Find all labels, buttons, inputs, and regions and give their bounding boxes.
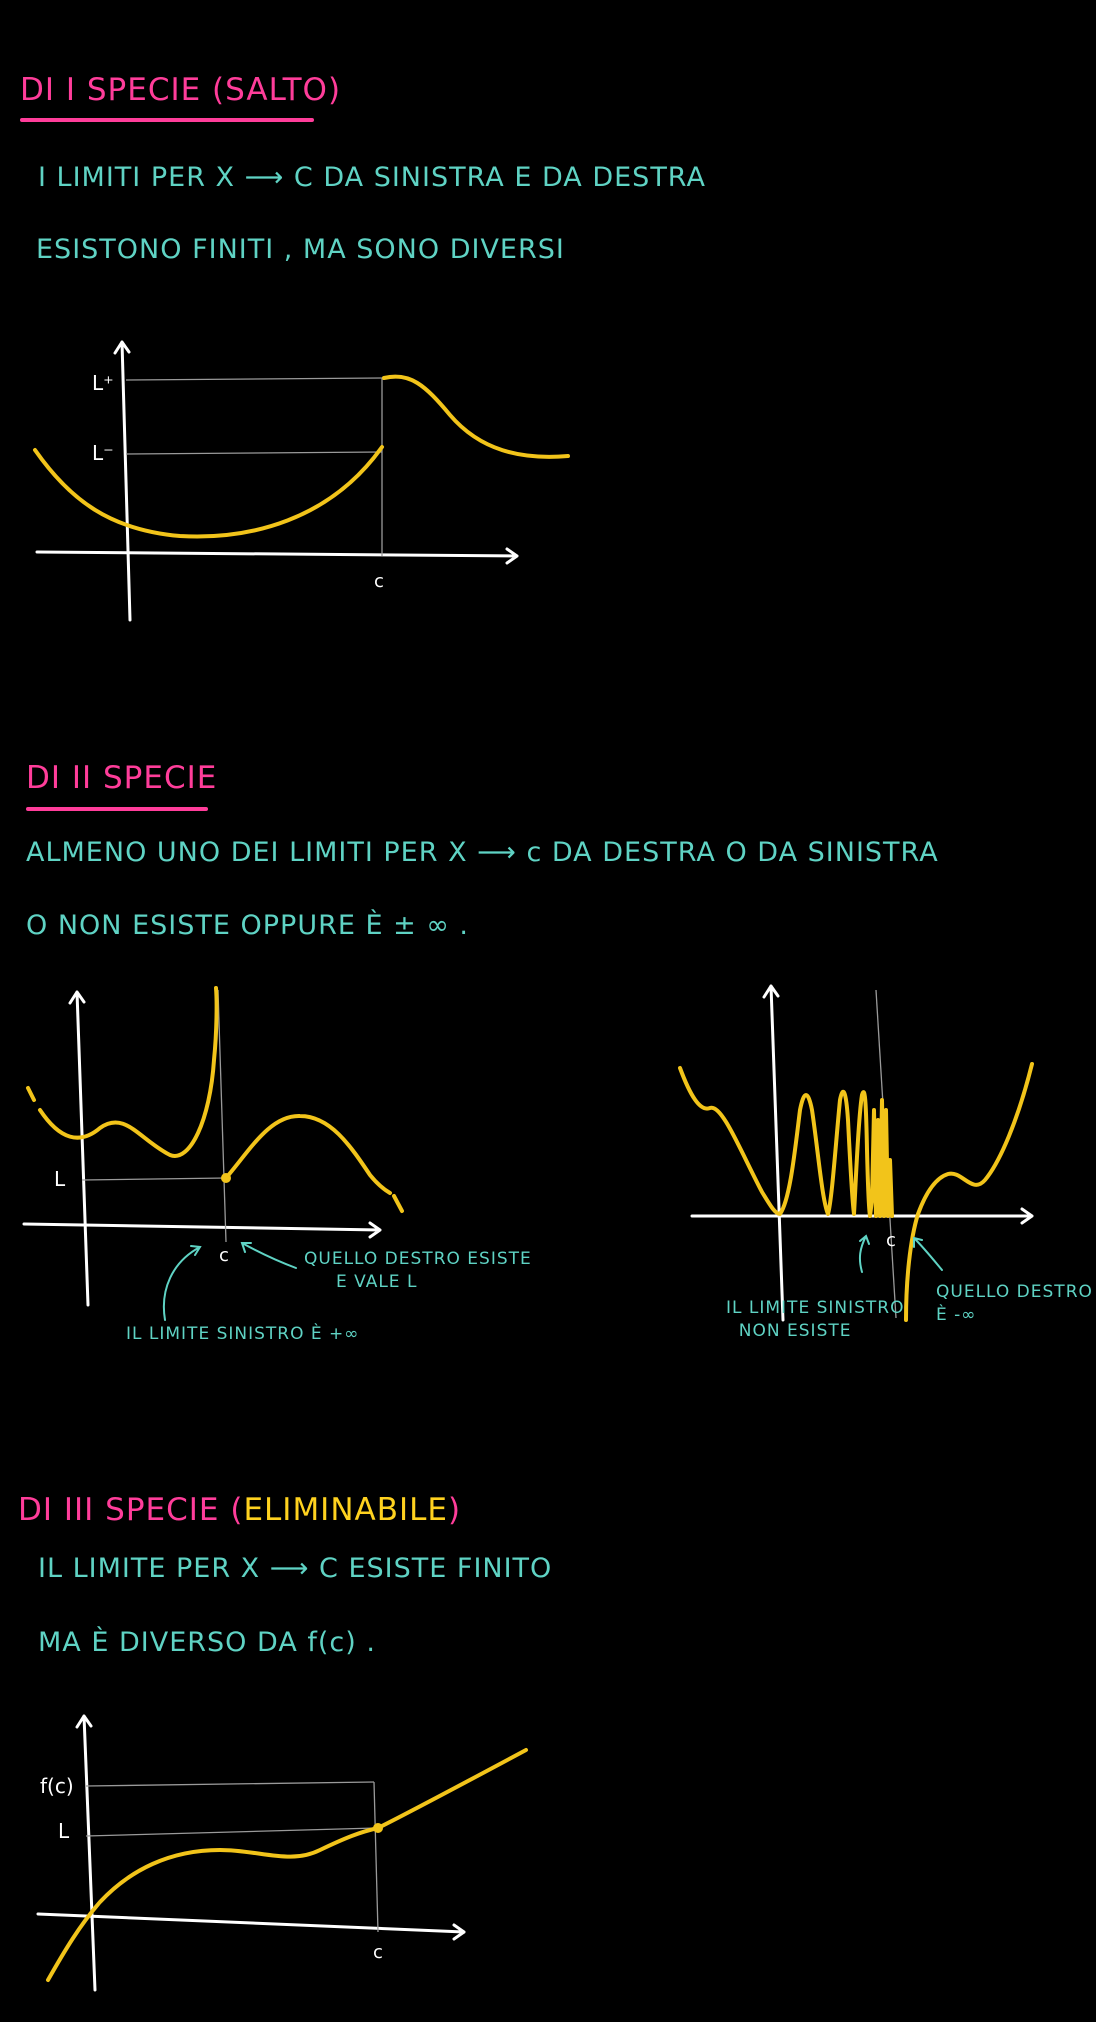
section2-line1: ALMENO UNO DEI LIMITI PER X ⟶ c DA DESTR… bbox=[26, 837, 939, 868]
left-branch-curve bbox=[33, 445, 384, 539]
x-axis bbox=[22, 1221, 382, 1239]
note-right-limit-minus-infinity: QUELLO DESTRO È -∞ bbox=[936, 1282, 1093, 1325]
right-branch-curve bbox=[904, 1062, 1034, 1322]
section1-line1: I LIMITI PER X ⟶ C DA SINISTRA E DA DEST… bbox=[38, 162, 706, 193]
right-branch-curve bbox=[224, 1113, 392, 1195]
l-label: L bbox=[54, 1167, 66, 1191]
fc-guide bbox=[85, 1781, 375, 1787]
oscillating-left-curve bbox=[678, 1066, 894, 1218]
section3-title-prefix: DI III SPECIE ( bbox=[18, 1492, 244, 1528]
section1-line2: ESISTONO FINITI , MA SONO DIVERSI bbox=[36, 234, 565, 265]
section3-line2: MA È DIVERSO DA f(c) . bbox=[38, 1627, 376, 1658]
section3-line1: IL LIMITE PER X ⟶ C ESISTE FINITO bbox=[38, 1553, 553, 1584]
c-label: c bbox=[373, 1942, 383, 1963]
fc-label: f(c) bbox=[40, 1774, 74, 1798]
note-left-limit-not-exists: IL LIMITE SINISTRO NON ESISTE bbox=[726, 1298, 905, 1341]
section3-title-highlight: ELIMINABILE bbox=[243, 1492, 448, 1528]
arrow-to-c-right bbox=[240, 1242, 297, 1269]
c-label: c bbox=[219, 1245, 229, 1266]
l-label: L bbox=[58, 1819, 70, 1843]
x-axis bbox=[35, 547, 519, 565]
arrow-to-c-left bbox=[858, 1234, 870, 1273]
c-label: c bbox=[374, 571, 384, 592]
l-plus-guide bbox=[125, 377, 383, 381]
section3-title-suffix: ) bbox=[448, 1492, 462, 1528]
y-axis bbox=[762, 984, 785, 1322]
section2-title: DI II SPECIE bbox=[26, 760, 218, 796]
note-left-limit-infinite: IL LIMITE SINISTRO È +∞ bbox=[126, 1324, 360, 1344]
section1-title: DI I SPECIE (SALTO) bbox=[20, 72, 342, 108]
right-branch-curve bbox=[382, 374, 570, 459]
l-minus-label: L⁻ bbox=[92, 441, 114, 465]
limit-point bbox=[373, 1823, 383, 1833]
section2-line2: O NON ESISTE OPPURE È ± ∞ . bbox=[26, 910, 469, 941]
section2-title-underline bbox=[26, 807, 208, 811]
y-axis bbox=[113, 340, 132, 622]
left-branch-curve bbox=[38, 986, 219, 1158]
section1-title-underline bbox=[20, 118, 314, 122]
y-axis bbox=[75, 1714, 97, 1992]
c-guide bbox=[373, 1781, 379, 1933]
note-right-limit-exists: QUELLO DESTRO ESISTE E VALE L bbox=[304, 1249, 532, 1292]
l-guide bbox=[85, 1827, 377, 1837]
x-axis bbox=[36, 1912, 466, 1941]
arrow-to-c-right bbox=[913, 1236, 943, 1271]
limit-point bbox=[221, 1173, 231, 1183]
arrow-to-c-left bbox=[163, 1245, 202, 1321]
l-plus-label: L⁺ bbox=[92, 371, 114, 395]
c-label: c bbox=[886, 1230, 896, 1251]
right-dash-curve bbox=[392, 1194, 404, 1213]
l-guide bbox=[81, 1177, 227, 1181]
left-dash-curve bbox=[26, 1086, 36, 1102]
x-axis bbox=[690, 1207, 1034, 1225]
function-curve bbox=[46, 1748, 528, 1982]
l-minus-guide bbox=[125, 451, 383, 455]
y-axis bbox=[68, 990, 90, 1307]
c-guide bbox=[217, 989, 227, 1243]
section3-title: DI III SPECIE (ELIMINABILE) bbox=[18, 1492, 461, 1528]
